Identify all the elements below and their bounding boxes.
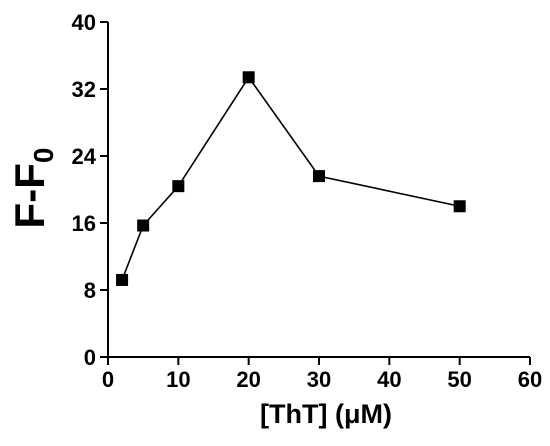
y-axis-label: F-F0: [6, 148, 59, 229]
data-point: [453, 200, 466, 213]
x-tick-label: 20: [236, 367, 260, 392]
y-tick-label: 40: [72, 10, 96, 35]
x-tick-label: 30: [307, 367, 331, 392]
data-point: [172, 180, 185, 193]
y-tick-label: 0: [84, 345, 96, 370]
y-tick-label: 32: [72, 77, 96, 102]
x-tick-label: 50: [447, 367, 471, 392]
x-tick-label: 60: [518, 367, 542, 392]
y-tick-label: 16: [72, 211, 96, 236]
x-tick-label: 10: [166, 367, 190, 392]
data-point: [313, 170, 325, 183]
data-point: [116, 273, 129, 286]
x-axis-label: [ThT] (μM): [260, 399, 392, 429]
series: [116, 71, 466, 286]
y-axis: 0 8 16 24 32 40: [72, 10, 109, 370]
y-tick-label: 8: [84, 278, 96, 303]
data-point: [242, 71, 255, 84]
y-axis-label-subscript: 0: [28, 148, 59, 164]
x-tick-label: 40: [377, 367, 401, 392]
y-tick-label: 24: [72, 144, 97, 169]
x-tick-label: 0: [102, 367, 114, 392]
data-point: [137, 219, 150, 232]
series-line: [121, 75, 460, 281]
x-axis: 0 10 20 30 40 50 60: [102, 356, 542, 392]
y-axis-label-main: F-F: [6, 163, 53, 228]
